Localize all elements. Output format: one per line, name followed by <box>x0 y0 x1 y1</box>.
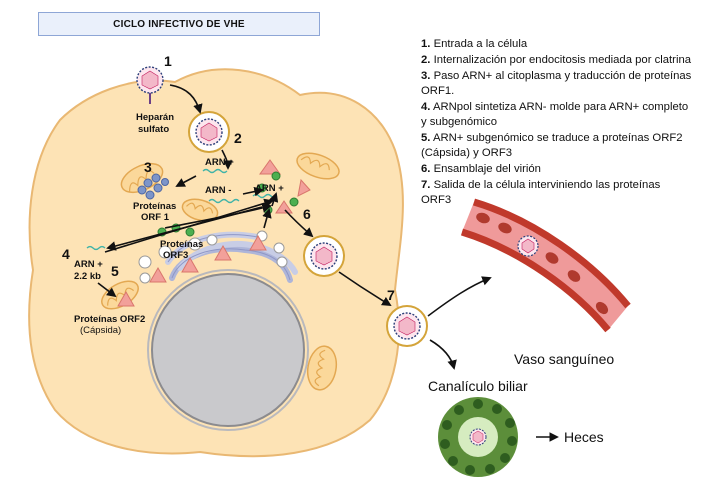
step-1: 1 <box>164 53 172 69</box>
legend-item-4: 4. ARNpol sintetiza ARN- molde para ARN+… <box>421 101 689 128</box>
ribosome-icon <box>138 230 288 284</box>
label-arn-minus: ARN - <box>205 185 231 196</box>
legend-item-7: 7. Salida de la célula interviniendo las… <box>421 178 661 206</box>
label-sulfato: sulfato <box>138 124 169 135</box>
legend-item-1: 1. Entrada a la célula <box>421 38 528 50</box>
label-arn-plus: ARN + <box>205 157 234 168</box>
legend-item-2: 2. Internalización por endocitosis media… <box>421 54 692 67</box>
diagram-labels: Heparán sulfato ARN + ARN - ARN + Proteí… <box>74 112 284 325</box>
label-orf1-b: ORF 1 <box>141 212 170 223</box>
label-orf1-a: Proteínas <box>133 201 176 212</box>
figure-title-text: CICLO INFECTIVO DE VHE <box>113 18 245 30</box>
mitochondrion-icon <box>120 162 164 194</box>
label-arn-22-b: 2.2 kb <box>74 271 101 282</box>
label-orf3-a: Proteínas <box>160 239 203 250</box>
step-2: 2 <box>234 130 242 146</box>
orf2-protein-icon <box>117 159 311 307</box>
step-5: 5 <box>111 263 119 279</box>
virion-icon <box>188 111 230 153</box>
label-arn-22-a: ARN + <box>74 259 103 270</box>
step-numbers: 1 2 3 4 5 6 7 <box>62 53 395 303</box>
label-arn-plus-2: ARN + <box>255 183 284 194</box>
label-orf3-b: ORF3 <box>163 250 188 261</box>
legend-item-3: 3. Paso ARN+ al citoplasma y traducción … <box>421 70 692 97</box>
label-heparan: Heparán <box>136 112 174 123</box>
label-heces: Heces <box>564 429 604 445</box>
step-3: 3 <box>144 159 152 175</box>
step-legend: 1. Entrada a la célula 2. Internalizació… <box>421 37 693 209</box>
label-canaliculo: Canalículo biliar <box>428 378 528 394</box>
virion-icon <box>386 305 428 347</box>
figure-title: CICLO INFECTIVO DE VHE <box>38 12 320 36</box>
step-4: 4 <box>62 246 70 262</box>
blood-vessel <box>460 198 631 333</box>
label-vaso: Vaso sanguíneo <box>514 351 614 367</box>
legend-item-5: 5. ARN+ subgenómico se traduce a proteín… <box>421 131 683 159</box>
mitochondrion-icon <box>181 198 219 222</box>
mitochondrion-icon <box>306 345 338 391</box>
step-7: 7 <box>387 287 395 303</box>
label-orf2-b: (Cápsida) <box>80 325 121 336</box>
label-orf2-a: Proteínas ORF2 <box>74 314 145 325</box>
legend-item-6: 6. Ensamblaje del virión <box>421 162 541 175</box>
bile-canaliculus <box>438 397 518 477</box>
virion-icon <box>303 235 345 277</box>
step-6: 6 <box>303 206 311 222</box>
arrow-icon <box>97 84 559 442</box>
nucleus-icon <box>151 273 305 427</box>
virion-icon <box>136 66 164 104</box>
mitochondrion-icon <box>296 152 340 180</box>
nuclear-envelope <box>147 269 309 431</box>
ribosome-cluster <box>137 173 169 200</box>
